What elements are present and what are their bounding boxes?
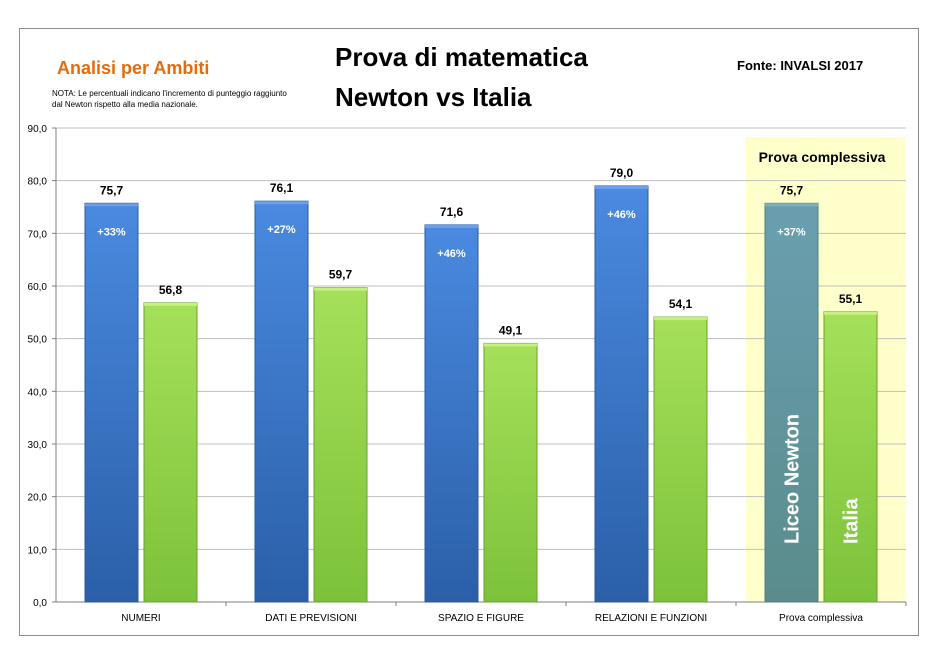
y-tick-label: 0,0 [33,598,47,609]
bar-italia-cap [484,343,537,347]
bar-italia-cap [314,287,367,291]
value-label-italia: 56,8 [159,283,183,297]
highlight-label: Prova complessiva [759,149,886,165]
bar-italia-cap [144,302,197,306]
bar-italia[interactable] [143,302,198,603]
value-label-newton: 76,1 [270,181,294,195]
x-tick-label: RELAZIONI E FUNZIONI [595,613,707,624]
series-label-italia: Italia [841,498,863,544]
value-label-newton: 75,7 [100,183,124,197]
x-tick-label: NUMERI [121,613,160,624]
y-tick-label: 50,0 [28,335,48,346]
chart-note: NOTA: Le percentuali indicano l'incremen… [52,89,287,109]
y-tick-label: 20,0 [28,493,48,504]
y-tick-label: 70,0 [28,229,48,240]
y-tick-label: 10,0 [28,545,48,556]
bar-newton[interactable] [764,202,819,603]
bar-newton-cap [595,185,648,189]
increment-label: +37% [777,226,806,238]
y-tick-label: 80,0 [28,177,48,188]
bar-italia[interactable] [823,311,878,603]
value-label-italia: 59,7 [329,268,353,282]
series-label-newton: Liceo Newton [782,414,804,544]
bar-newton[interactable] [254,200,309,603]
bar-italia[interactable] [653,316,708,603]
y-tick-label: 90,0 [28,124,48,135]
bar-italia-cap [824,311,877,315]
x-tick-label: SPAZIO E FIGURE [438,613,524,624]
bar-italia-cap [654,317,707,321]
increment-label: +46% [437,248,466,260]
value-label-newton: 79,0 [610,166,634,180]
x-tick-label: DATI E PREVISIONI [265,613,357,624]
x-tick-label: Prova complessiva [779,613,863,624]
value-label-italia: 54,1 [669,297,693,311]
bar-italia[interactable] [483,342,538,603]
chart-source: Fonte: INVALSI 2017 [737,58,864,73]
chart-subtitle: Analisi per Ambiti [57,58,210,78]
increment-label: +46% [607,209,636,221]
value-label-newton: 71,6 [440,205,464,219]
bar-newton-cap [425,224,478,228]
y-tick-label: 30,0 [28,440,48,451]
bar-newton-cap [85,203,138,207]
chart-title-line1: Prova di matematica [335,42,588,72]
increment-label: +27% [267,224,296,236]
bar-newton[interactable] [84,202,139,603]
y-tick-label: 60,0 [28,282,48,293]
bar-newton-cap [255,201,308,205]
y-tick-label: 40,0 [28,387,48,398]
value-label-italia: 55,1 [839,292,863,306]
chart-title-line2: Newton vs Italia [335,82,532,112]
value-label-italia: 49,1 [499,323,523,337]
bar-newton[interactable] [594,185,649,603]
bar-newton[interactable] [424,224,479,603]
bar-italia[interactable] [313,287,368,603]
bar-newton-cap [765,203,818,207]
value-label-newton: 75,7 [780,183,804,197]
increment-label: +33% [97,226,126,238]
